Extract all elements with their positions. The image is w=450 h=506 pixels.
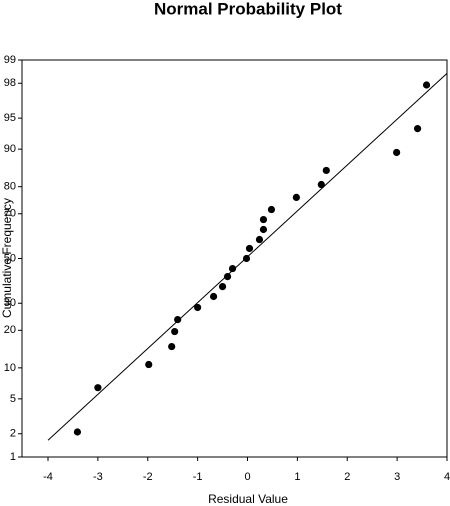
data-point — [413, 125, 422, 133]
data-point — [73, 428, 82, 436]
y-tick-label: 95 — [4, 112, 16, 124]
data-point — [145, 360, 153, 369]
x-tick-label: -4 — [43, 471, 53, 483]
x-tick-label: -1 — [193, 471, 203, 483]
x-tick-label: 0 — [244, 471, 250, 483]
data-point — [255, 235, 264, 244]
x-axis-label: Residual Value — [208, 492, 288, 506]
x-tick-label: 4 — [444, 471, 450, 483]
data-point — [393, 148, 401, 157]
y-tick-label: 20 — [4, 324, 16, 336]
data-point — [322, 166, 330, 175]
data-point — [267, 205, 276, 214]
data-point — [209, 292, 218, 301]
data-point — [422, 81, 431, 89]
data-point — [317, 180, 325, 189]
data-point — [259, 225, 268, 234]
data-point — [228, 264, 237, 273]
data-point — [223, 273, 232, 281]
y-tick-label: 99 — [4, 54, 16, 66]
data-point — [171, 327, 179, 336]
x-tick-label: -2 — [143, 471, 153, 483]
data-point — [174, 315, 182, 324]
x-tick-label: 2 — [344, 471, 350, 483]
chart-title: Normal Probability Plot — [154, 0, 342, 18]
y-tick-label: 10 — [4, 362, 16, 374]
data-point — [242, 254, 251, 263]
x-tick-label: -3 — [93, 471, 103, 483]
y-tick-label: 98 — [4, 77, 16, 89]
plot-frame — [21, 59, 448, 458]
y-tick-label: 80 — [4, 181, 16, 193]
data-point — [94, 384, 102, 392]
y-tick-label: 50 — [4, 252, 16, 264]
y-tick-label: 90 — [4, 143, 16, 155]
y-tick-label: 2 — [10, 428, 16, 440]
data-point — [194, 303, 202, 312]
data-point — [218, 282, 227, 291]
y-axis-label: Cumulative Frequency — [0, 198, 14, 318]
data-point — [168, 342, 176, 351]
y-tick-label: 5 — [10, 393, 16, 405]
data-point — [259, 215, 268, 224]
x-tick-label: 1 — [294, 471, 300, 483]
y-tick-label: 70 — [4, 208, 16, 220]
data-point — [292, 193, 300, 202]
data-point — [245, 244, 254, 253]
x-tick-label: 3 — [394, 471, 400, 483]
y-tick-label: 1 — [10, 451, 16, 463]
y-tick-label: 30 — [4, 297, 16, 309]
